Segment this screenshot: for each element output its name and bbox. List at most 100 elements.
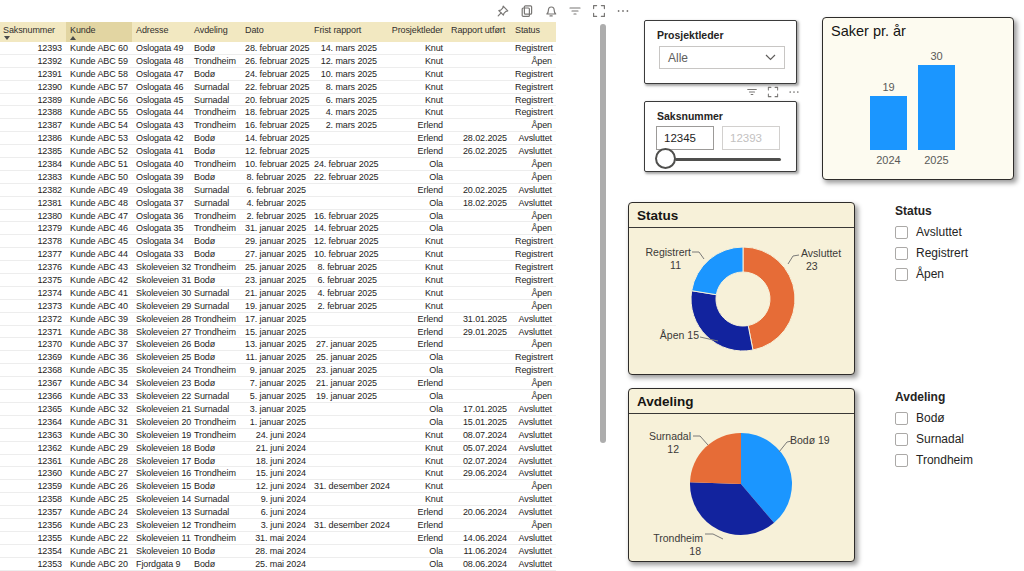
table-row[interactable]: 12386Kunde ABC 53Oslogata 42Bodø14. febr… [0,132,556,145]
table-row[interactable]: 12381Kunde ABC 48Oslogata 37Surnadal4. f… [0,197,556,210]
table-row[interactable]: 12377Kunde ABC 44Oslogata 33Bodø27. janu… [0,248,556,261]
filter-icon[interactable] [746,86,758,98]
table-row[interactable]: 12387Kunde ABC 54Oslogata 43Trondheim16.… [0,119,556,132]
checkbox[interactable] [895,454,908,467]
cell: Skoleveien 16 [132,467,190,479]
table-row[interactable]: 12375Kunde ABC 42Skoleveien 31Bodø23. ja… [0,274,556,287]
filter-option-trondheim[interactable]: Trondheim [895,453,1015,467]
slice-avsluttet[interactable] [743,247,795,350]
table-row[interactable]: 12365Kunde ABC 32Skoleveien 21Surnadal3.… [0,403,556,416]
cell [310,416,381,428]
table-row[interactable]: 12384Kunde ABC 51Oslogata 40Trondheim10.… [0,158,556,171]
column-header-saksnummer[interactable]: Saksnummer [0,22,66,42]
table-row[interactable]: 12382Kunde ABC 49Oslogata 38Surnadal6. f… [0,184,556,197]
filter-option-surnadal[interactable]: Surnadal [895,432,1015,446]
cell: 15. juni 2024 [241,467,310,479]
checkbox[interactable] [895,247,908,260]
table-row[interactable]: 12371Kunde ABC 38Skoleveien 27Trondheim1… [0,326,556,339]
table-row[interactable]: 12363Kunde ABC 30Skoleveien 19Trondheim2… [0,429,556,442]
table-row[interactable]: 12357Kunde ABC 24Skoleveien 13Surnadal6.… [0,506,556,519]
table-row[interactable]: 12372Kunde ABC 39Skoleveien 28Trondheim1… [0,313,556,326]
column-header-dato[interactable]: Dato [241,22,310,42]
table-row[interactable]: 12373Kunde ABC 40Skoleveien 29Surnadal19… [0,300,556,313]
table-row[interactable]: 12391Kunde ABC 58Oslogata 47Bodø24. febr… [0,68,556,81]
prosjektleder-dropdown[interactable]: Alle [659,46,785,69]
cell: Oslogata 34 [132,235,190,247]
table-row[interactable]: 12379Kunde ABC 46Oslogata 35Trondheim31.… [0,222,556,235]
table-row[interactable]: 12353Kunde ABC 20Fjordgata 9Bodø25. mai … [0,558,556,571]
table-row[interactable]: 12355Kunde ABC 22Skoleveien 11Trondheim3… [0,532,556,545]
table-row[interactable]: 12359Kunde ABC 26Skoleveien 15Bodø12. ju… [0,480,556,493]
cell: 27. januar 2025 [241,248,310,260]
column-header-frist-rapport[interactable]: Frist rapport [310,22,381,42]
table-row[interactable]: 12367Kunde ABC 34Skoleveien 23Bodø7. jan… [0,377,556,390]
column-header-rapport-utf-rt[interactable]: Rapport utført [447,22,511,42]
focus-mode-icon[interactable] [767,86,779,98]
table-row[interactable]: 12388Kunde ABC 55Oslogata 44Trondheim18.… [0,106,556,119]
table-row[interactable]: 12361Kunde ABC 28Skoleveien 17Bodø18. ju… [0,455,556,468]
table-row[interactable]: 12354Kunde ABC 21Skoleveien 10Bodø28. ma… [0,545,556,558]
cell: Kunde ABC 51 [66,158,132,170]
slice-registrert[interactable] [692,247,743,295]
copy-icon[interactable] [520,4,534,18]
more-options-icon[interactable] [788,86,800,98]
table-row[interactable]: 12362Kunde ABC 29Skoleveien 18Bodø21. ju… [0,442,556,455]
checkbox[interactable] [895,412,908,425]
filter-option-bodø[interactable]: Bodø [895,411,1015,425]
cell: Oslogata 36 [132,210,190,222]
range-slider-track[interactable] [675,158,781,161]
table-row[interactable]: 12364Kunde ABC 31Skoleveien 20Trondheim1… [0,416,556,429]
table-row[interactable]: 12390Kunde ABC 57Oslogata 46Surnadal22. … [0,81,556,94]
filter-option-avsluttet[interactable]: Avsluttet [895,225,1015,239]
focus-mode-icon[interactable] [592,4,606,18]
column-header-status[interactable]: Status [511,22,556,42]
table-row[interactable]: 12385Kunde ABC 52Oslogata 41Bodø12. febr… [0,145,556,158]
range-slider-handle[interactable] [655,148,676,169]
avdeling-pie-panel: Avdeling Bodø 19 Surnadal12 Trondheim18 [628,388,855,562]
table-row[interactable]: 12393Kunde ABC 60Oslogata 49Bodø28. febr… [0,42,556,55]
cell: Åpen [511,171,556,183]
column-header-adresse[interactable]: Adresse [132,22,190,42]
table-row[interactable]: 12360Kunde ABC 27Skoleveien 16Trondheim1… [0,467,556,480]
bell-icon[interactable] [544,4,558,18]
more-options-icon[interactable] [616,4,630,18]
saksnummer-to-input[interactable]: 12393 [722,126,780,150]
cell: 12369 [0,351,66,363]
table-row[interactable]: 12370Kunde ABC 37Skoleveien 26Bodø13. ja… [0,338,556,351]
saksnummer-from-input[interactable]: 12345 [656,126,714,150]
bar-2024[interactable] [870,96,907,150]
table-scrollbar[interactable] [600,24,606,443]
slice-åpen[interactable] [691,291,753,351]
checkbox[interactable] [895,226,908,239]
table-row[interactable]: 12376Kunde ABC 43Skoleveien 32Trondheim2… [0,261,556,274]
checkbox[interactable] [895,433,908,446]
column-header-kunde[interactable]: Kunde [66,22,132,42]
table-row[interactable]: 12356Kunde ABC 23Skoleveien 12Trondheim3… [0,519,556,532]
table-row[interactable]: 12374Kunde ABC 41Skoleveien 30Surnadal21… [0,287,556,300]
column-header-prosjektleder[interactable]: Prosjektleder [381,22,447,42]
cell: Avsluttet [511,467,556,479]
table-row[interactable]: 12383Kunde ABC 50Oslogata 39Bodø8. febru… [0,171,556,184]
table-row[interactable]: 12358Kunde ABC 25Skoleveien 14Surnadal9.… [0,493,556,506]
filter-option-registrert[interactable]: Registrert [895,246,1015,260]
filter-icon[interactable] [568,4,582,18]
table-row[interactable]: 12369Kunde ABC 36Skoleveien 25Bodø11. ja… [0,351,556,364]
cell: Surnadal [190,94,241,106]
table-row[interactable]: 12392Kunde ABC 59Oslogata 48Trondheim26.… [0,55,556,68]
cell: 12377 [0,248,66,260]
table-header: SaksnummerKundeAdresseAvdelingDatoFrist … [0,22,556,42]
filter-option-åpen[interactable]: Åpen [895,267,1015,281]
cell: 10. februar 2025 [310,248,381,260]
table-row[interactable]: 12366Kunde ABC 33Skoleveien 22Surnadal5.… [0,390,556,403]
table-row[interactable]: 12368Kunde ABC 35Skoleveien 24Trondheim9… [0,364,556,377]
table-row[interactable]: 12378Kunde ABC 45Oslogata 34Bodø29. janu… [0,235,556,248]
bar-2025[interactable] [918,65,955,151]
table-row[interactable]: 12380Kunde ABC 47Oslogata 36Trondheim2. … [0,210,556,223]
checkbox[interactable] [895,268,908,281]
cell: Skoleveien 28 [132,313,190,325]
column-header-avdeling[interactable]: Avdeling [190,22,241,42]
cell: Bodø [190,274,241,286]
table-row[interactable]: 12389Kunde ABC 56Oslogata 45Surnadal20. … [0,94,556,107]
pin-icon[interactable] [496,4,510,18]
slice-surnadal[interactable] [690,433,741,484]
